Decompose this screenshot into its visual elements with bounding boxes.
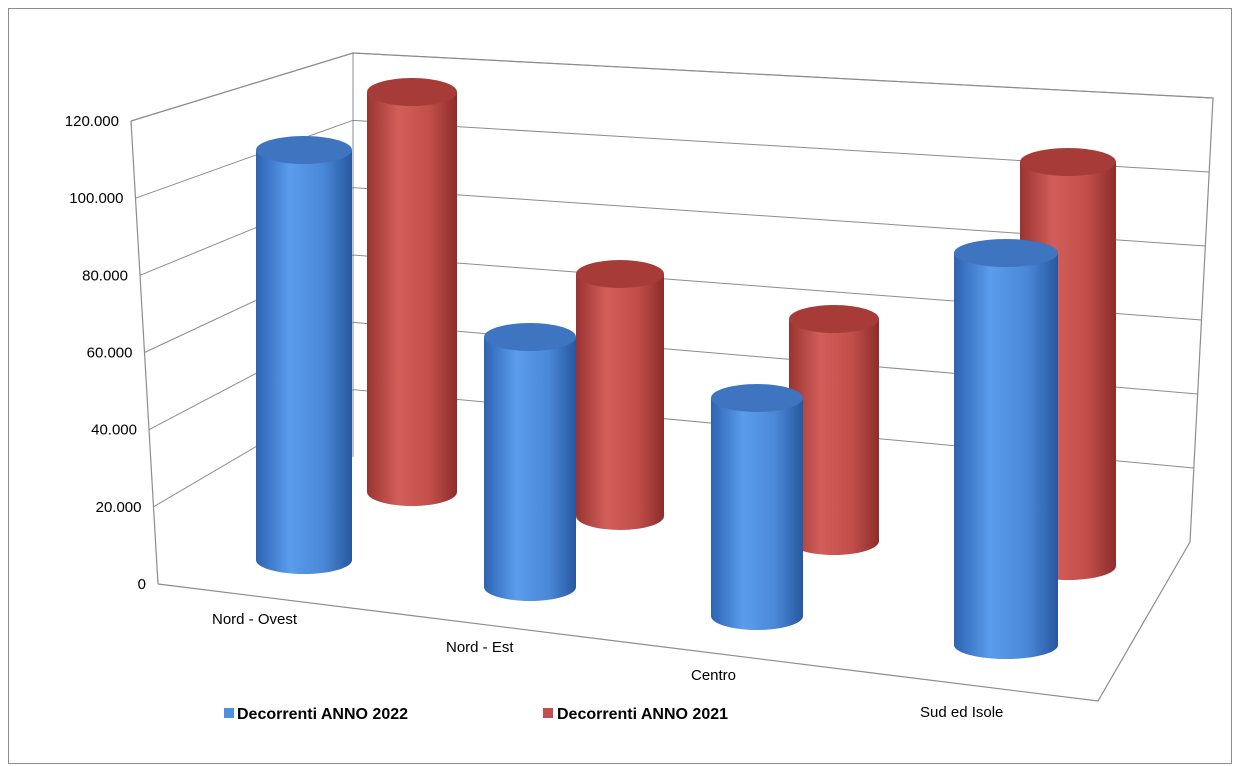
gridline	[130, 52, 1214, 122]
cylinder-body	[711, 398, 803, 630]
bar-nord-ovest-2022	[256, 136, 352, 574]
bar-centro-2022	[711, 384, 803, 630]
y-tick-label: 100.000	[69, 190, 123, 207]
cylinder-body	[789, 319, 879, 555]
cylinder-top	[367, 78, 457, 106]
y-tick-label: 40.000	[91, 422, 137, 439]
bar-nord-ovest-2021	[367, 78, 457, 506]
cylinder-body	[484, 337, 576, 601]
bars	[256, 78, 1116, 659]
gridlines	[130, 52, 1214, 508]
cylinder-body	[367, 92, 457, 506]
bar-nord-est-2021	[576, 260, 664, 530]
legend: Decorrenti ANNO 2022 Decorrenti ANNO 202…	[224, 706, 728, 723]
y-tick-label: 20.000	[96, 499, 142, 516]
legend-item-2022: Decorrenti ANNO 2022	[224, 706, 408, 723]
bar-nord-est-2022	[484, 323, 576, 601]
y-tick-label: 0	[138, 576, 146, 593]
legend-item-2021: Decorrenti ANNO 2021	[543, 706, 728, 723]
y-tick-label: 120.000	[65, 113, 119, 130]
cylinder-body	[954, 253, 1058, 659]
cylinder-top	[484, 323, 576, 351]
cylinder-body	[576, 274, 664, 530]
cylinder-top	[711, 384, 803, 412]
y-tick-label: 80.000	[82, 267, 128, 284]
cylinder-top	[954, 239, 1058, 267]
cylinder-top	[256, 136, 352, 164]
bar-centro-2021	[789, 305, 879, 555]
legend-swatch-2022	[224, 708, 234, 718]
x-category-label-sud-ed-isole: Sud ed Isole	[920, 704, 1003, 721]
x-category-label-nord-ovest: Nord - Ovest	[212, 611, 298, 628]
x-axis-category-labels: Nord - Ovest Nord - Est Centro Sud ed Isole	[212, 611, 1003, 721]
floor	[157, 541, 1191, 702]
cylinder-top	[789, 305, 879, 333]
y-axis-tick-labels: 0 20.000 40.000 60.000 80.000 100.000 120.000	[65, 113, 146, 593]
legend-label-2022: Decorrenti ANNO 2022	[237, 706, 408, 723]
cylinder-top	[1020, 148, 1116, 176]
x-category-label-centro: Centro	[691, 667, 736, 684]
bar-sud-ed-isole-2022	[954, 239, 1058, 659]
y-tick-label: 60.000	[87, 345, 133, 362]
cylinder-body	[256, 150, 352, 574]
x-category-label-nord-est: Nord - Est	[446, 639, 514, 656]
legend-swatch-2021	[543, 708, 553, 718]
legend-label-2021: Decorrenti ANNO 2021	[557, 706, 728, 723]
cylinder-top	[576, 260, 664, 288]
